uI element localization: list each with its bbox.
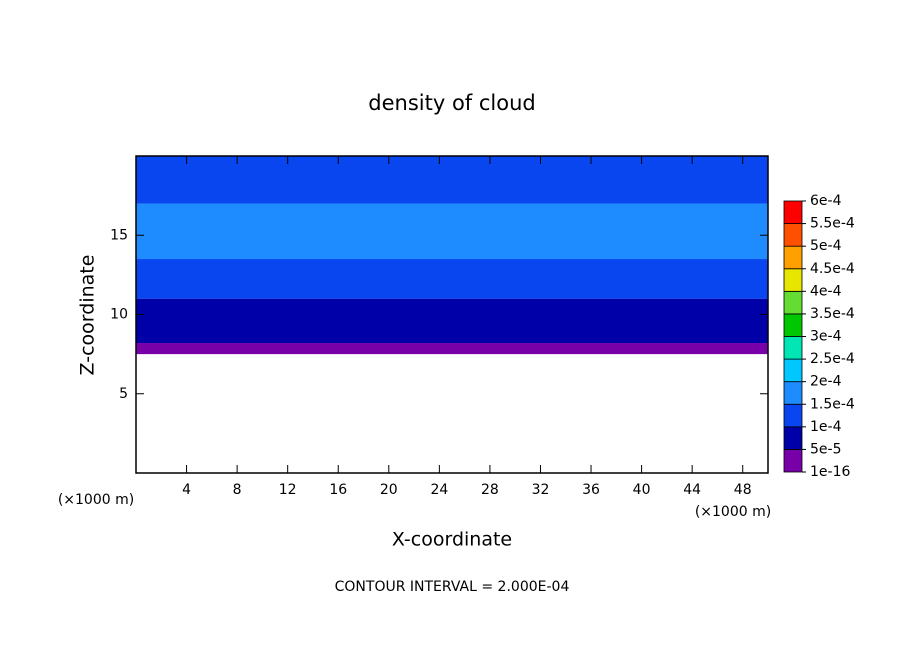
x-tick-label: 8	[233, 482, 242, 498]
colorbar-label: 5e-5	[810, 441, 841, 457]
colorbar-box	[783, 381, 803, 405]
colorbar-box	[783, 426, 803, 450]
chart-title: density of cloud	[368, 91, 535, 115]
y-tick-label: 15	[110, 227, 128, 243]
x-tick-label: 40	[633, 482, 651, 498]
contour-band	[136, 298, 768, 344]
colorbar-box	[783, 223, 803, 247]
colorbar-box	[783, 245, 803, 270]
colorbar-box	[783, 290, 803, 315]
colorbar-box	[783, 313, 803, 337]
contour-band	[136, 259, 768, 299]
colorbar-label: 1e-16	[810, 464, 850, 480]
x-tick-label: 48	[734, 482, 752, 498]
colorbar-box	[783, 336, 803, 360]
x-unit: (×1000 m)	[695, 504, 771, 520]
colorbar-label: 4e-4	[810, 283, 842, 299]
x-tick-label: 44	[683, 482, 701, 498]
contour-band	[136, 156, 768, 204]
x-tick-label: 12	[279, 482, 297, 498]
colorbar-box	[783, 200, 803, 224]
colorbar-label: 5e-4	[810, 238, 842, 254]
x-tick-label: 16	[329, 482, 347, 498]
x-tick-label: 32	[532, 482, 550, 498]
colorbar-label: 1e-4	[810, 419, 842, 435]
x-tick-label: 28	[481, 482, 499, 498]
colorbar-box	[783, 449, 803, 473]
y-tick-label: 5	[119, 386, 128, 402]
y-unit: (×1000 m)	[58, 492, 134, 508]
colorbar-label: 6e-4	[810, 193, 842, 209]
x-tick-label: 20	[380, 482, 398, 498]
colorbar-label: 1.5e-4	[810, 396, 855, 412]
colorbar-box	[783, 268, 803, 292]
colorbar-label: 2e-4	[810, 374, 842, 390]
colorbar-box	[783, 403, 803, 428]
colorbar-label: 3.5e-4	[810, 306, 855, 322]
colorbar-label: 3e-4	[810, 329, 842, 345]
y-tick-label: 10	[110, 307, 128, 323]
y-axis-label: Z-coordinate	[77, 255, 99, 376]
x-axis-label: X-coordinate	[392, 529, 512, 551]
contour-band	[136, 343, 768, 355]
contour-note: CONTOUR INTERVAL = 2.000E-04	[335, 579, 570, 595]
colorbar-label: 5.5e-4	[810, 216, 855, 232]
contour-band	[136, 203, 768, 260]
x-tick-label: 24	[430, 482, 448, 498]
x-tick-label: 36	[582, 482, 600, 498]
x-tick-label: 4	[182, 482, 191, 498]
colorbar-label: 4.5e-4	[810, 261, 855, 277]
colorbar-label: 2.5e-4	[810, 351, 855, 367]
colorbar-box	[783, 358, 803, 383]
